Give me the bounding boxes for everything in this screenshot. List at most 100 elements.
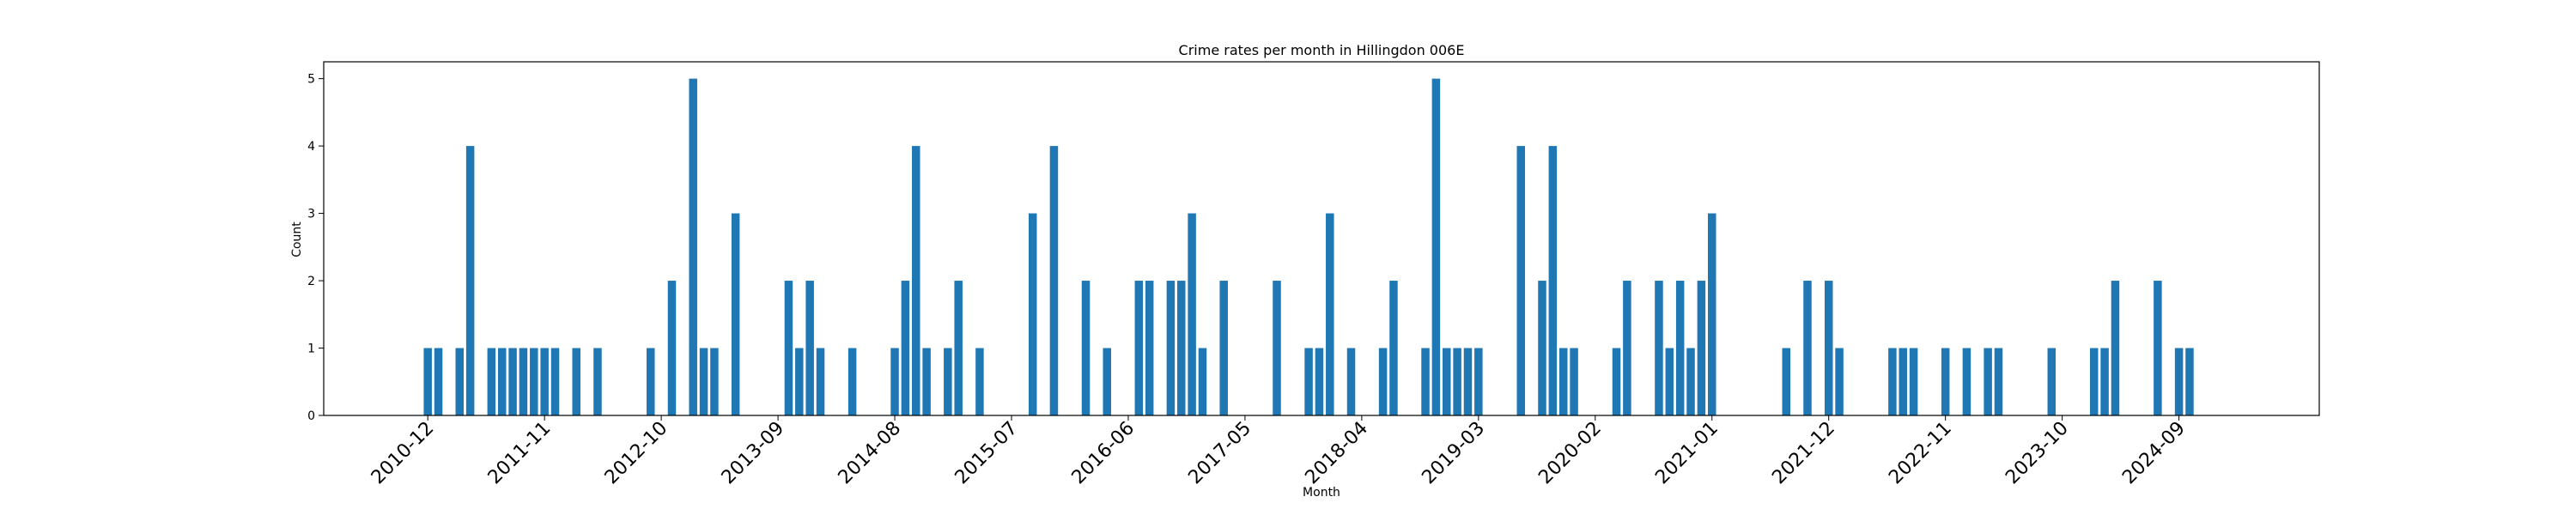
bar-2013-10 — [784, 281, 793, 415]
x-tick-label: 2018-04 — [1301, 418, 1372, 489]
bar-2013-02 — [699, 348, 708, 415]
bar-2020-09 — [1665, 348, 1674, 415]
bar-2017-03 — [1219, 281, 1228, 415]
bar-2011-03 — [455, 348, 465, 415]
bar-2021-01 — [1708, 213, 1716, 415]
bar-2015-04 — [975, 348, 984, 415]
bar-2015-02 — [954, 281, 963, 415]
y-tick-label: 3 — [307, 208, 315, 221]
bar-2015-09 — [1028, 213, 1037, 415]
bar-2017-01 — [1198, 348, 1207, 415]
bar-2011-01 — [434, 348, 443, 415]
x-tick-label: 2015-07 — [951, 418, 1023, 489]
bar-2014-01 — [816, 348, 825, 415]
bar-2012-11 — [667, 281, 677, 415]
bar-2023-09 — [2047, 348, 2057, 415]
x-axis-ticks: 2010-12 2011-11 2012-10 2013-09 2014-08 2015-… — [368, 415, 2190, 488]
bar-2016-04 — [1103, 348, 1111, 415]
bar-2014-08 — [890, 348, 899, 415]
bar-2023-03 — [1984, 348, 1992, 415]
x-tick-label: 2012-10 — [601, 418, 672, 489]
bar-2021-08 — [1782, 348, 1791, 415]
bar-2013-12 — [805, 281, 814, 415]
y-axis-ticks: 0 1 2 3 4 5 — [307, 73, 324, 423]
bar-2022-07 — [1899, 348, 1907, 415]
bar-2016-11 — [1177, 281, 1186, 415]
bar-2023-01 — [1962, 348, 1971, 415]
bar-2017-11 — [1304, 348, 1313, 415]
y-axis-label: Count — [290, 221, 304, 258]
bar-2013-11 — [795, 348, 804, 415]
bar-2019-07 — [1516, 146, 1526, 415]
bar-2022-11 — [1941, 348, 1950, 415]
x-tick-label: 2023-10 — [2002, 418, 2073, 489]
y-tick-label: 1 — [307, 342, 315, 356]
bar-2024-01 — [2089, 348, 2099, 415]
bar-2016-08 — [1145, 281, 1154, 415]
bars-group — [423, 78, 2194, 416]
x-tick-label: 2017-05 — [1184, 418, 1255, 489]
bar-2022-01 — [1835, 348, 1844, 415]
bar-2018-01 — [1326, 213, 1334, 415]
y-tick-label: 0 — [307, 409, 315, 423]
bar-2018-12 — [1443, 348, 1451, 415]
bar-2019-10 — [1548, 146, 1558, 415]
y-tick-label: 2 — [307, 275, 315, 288]
bar-2020-05 — [1623, 281, 1631, 415]
bar-2011-09 — [519, 348, 528, 415]
bar-2019-09 — [1538, 281, 1546, 415]
bar-2014-11 — [922, 348, 931, 415]
bar-2023-04 — [1994, 348, 2003, 415]
bar-2016-12 — [1188, 213, 1196, 415]
bar-2019-02 — [1463, 348, 1473, 415]
bar-2016-07 — [1134, 281, 1144, 415]
x-tick-label: 2011-11 — [484, 418, 556, 489]
y-tick-label: 5 — [307, 73, 315, 87]
x-tick-label: 2024-09 — [2118, 418, 2190, 489]
x-tick-label: 2021-01 — [1651, 418, 1722, 489]
bar-2016-10 — [1166, 281, 1176, 415]
bar-2020-08 — [1655, 281, 1663, 415]
bar-2011-12 — [550, 348, 560, 415]
bar-2014-09 — [901, 281, 910, 415]
x-tick-label: 2016-06 — [1068, 418, 1139, 489]
bar-2013-01 — [689, 78, 697, 416]
bar-2011-08 — [508, 348, 517, 415]
bar-2017-12 — [1315, 348, 1324, 415]
x-tick-label: 2013-09 — [718, 418, 789, 489]
x-axis-label: Month — [1303, 486, 1340, 500]
bar-2020-04 — [1612, 348, 1621, 415]
bar-2022-08 — [1909, 348, 1918, 415]
bar-2018-03 — [1346, 348, 1356, 415]
bar-2019-12 — [1570, 348, 1578, 415]
y-tick-label: 4 — [307, 140, 315, 154]
bar-2018-10 — [1421, 348, 1430, 415]
bar-2014-04 — [848, 348, 857, 415]
bar-2020-12 — [1697, 281, 1706, 415]
bar-2016-02 — [1081, 281, 1091, 415]
bar-2011-07 — [497, 348, 507, 415]
bar-2022-06 — [1888, 348, 1897, 415]
bar-2020-11 — [1686, 348, 1695, 415]
x-tick-label: 2022-11 — [1885, 418, 1956, 489]
x-tick-label: 2020-02 — [1534, 418, 1606, 489]
x-tick-label: 2019-03 — [1418, 418, 1489, 489]
bar-2011-10 — [530, 348, 538, 415]
bar-2015-01 — [944, 348, 952, 415]
bar-2011-06 — [487, 348, 496, 415]
bar-2024-10 — [2185, 348, 2194, 415]
bar-2013-03 — [710, 348, 719, 415]
bar-2019-01 — [1453, 348, 1461, 415]
bar-2012-04 — [593, 348, 602, 415]
bar-2011-11 — [540, 348, 549, 415]
bar-2019-03 — [1474, 348, 1483, 415]
x-tick-label: 2021-12 — [1768, 418, 1839, 489]
bar-2018-07 — [1389, 281, 1398, 415]
x-tick-label: 2014-08 — [835, 418, 906, 489]
bar-2024-07 — [2154, 281, 2162, 415]
bar-2024-03 — [2111, 281, 2120, 415]
bar-2017-08 — [1273, 281, 1281, 415]
bar-2020-10 — [1675, 281, 1685, 415]
bar-2014-10 — [912, 146, 920, 415]
